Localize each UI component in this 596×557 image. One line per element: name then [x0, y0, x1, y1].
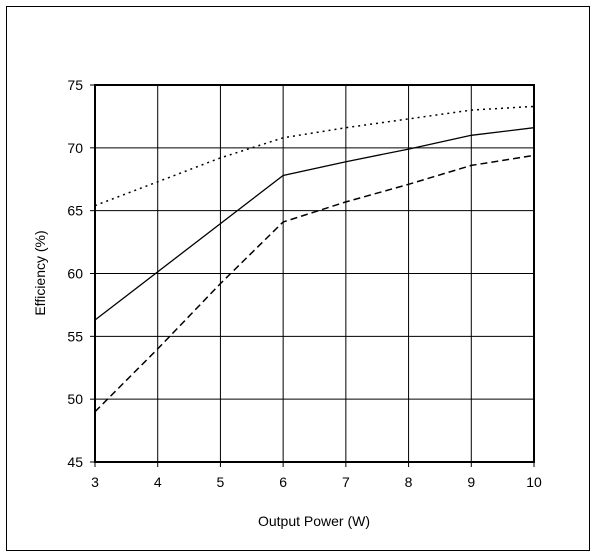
x-tick-label: 8: [405, 474, 413, 490]
y-tick-label: 65: [67, 203, 83, 219]
grid: [95, 85, 534, 462]
x-tick-label: 10: [526, 474, 542, 490]
series-line-solid: [94, 127, 535, 321]
y-tick-label: 60: [67, 266, 83, 282]
x-tick-label: 3: [91, 474, 99, 490]
series-lines: [94, 105, 535, 413]
x-tick-label: 5: [217, 474, 225, 490]
y-tick-label: 45: [67, 454, 83, 470]
y-axis-title: Efficiency (%): [32, 230, 48, 315]
y-tick-label: 70: [67, 140, 83, 156]
x-axis-title: Output Power (W): [258, 513, 370, 529]
x-tick-label: 6: [279, 474, 287, 490]
x-tick-label: 7: [342, 474, 350, 490]
y-tick-label: 55: [67, 328, 83, 344]
x-tick-label: 9: [467, 474, 475, 490]
x-tick-label: 4: [154, 474, 162, 490]
y-tick-label: 50: [67, 391, 83, 407]
chart-frame: [6, 6, 590, 551]
series-line-dotted: [94, 105, 535, 207]
series-line-dashed: [94, 154, 535, 413]
y-tick-label: 75: [67, 77, 83, 93]
